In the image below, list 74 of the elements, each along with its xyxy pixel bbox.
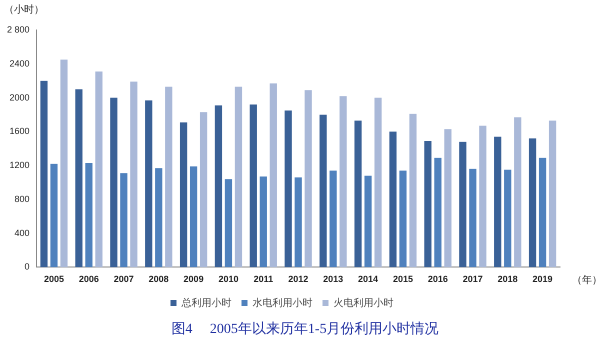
bar (469, 168, 476, 268)
legend-label: 总利用小时 (180, 296, 232, 309)
bar (130, 82, 138, 268)
bar (304, 90, 312, 268)
bar (479, 126, 486, 268)
y-tick-label: 1200 (9, 160, 30, 170)
x-axis-title: （年） (572, 274, 602, 286)
x-tick-label: 2018 (498, 274, 518, 284)
bar (165, 86, 172, 268)
bar (364, 176, 372, 268)
bar (284, 110, 292, 268)
bar (234, 86, 242, 268)
x-tick-label: 2013 (323, 274, 344, 284)
x-tick-label: 2009 (184, 274, 204, 284)
x-tick-label: 2006 (78, 274, 99, 284)
y-tick-label: 400 (14, 228, 30, 238)
x-tick-label: 2011 (254, 274, 274, 284)
bar (330, 170, 337, 268)
bar (434, 158, 442, 268)
bar (528, 138, 536, 268)
x-tick-label: 2016 (428, 274, 448, 284)
bar (424, 140, 432, 268)
bar (294, 177, 302, 268)
y-tick-label: 2 800 (6, 24, 30, 34)
bar (60, 60, 68, 268)
x-tick-label: 2008 (148, 274, 169, 284)
bar (504, 170, 512, 268)
bar (95, 72, 102, 268)
bar (270, 83, 277, 268)
y-tick-label: 2400 (9, 58, 30, 68)
bar (200, 112, 208, 268)
x-tick-label: 2007 (114, 274, 134, 284)
bar (260, 176, 267, 268)
bar (444, 129, 452, 268)
bar (224, 179, 232, 268)
bar (214, 105, 222, 268)
bar (459, 142, 466, 268)
bar (40, 80, 48, 268)
x-tick-label: 2012 (288, 274, 308, 284)
bar (494, 136, 502, 268)
bar (190, 166, 198, 268)
y-tick-label: 2000 (9, 92, 30, 102)
bar (110, 98, 118, 268)
bar (340, 96, 347, 268)
x-tick-label: 2005 (44, 274, 64, 284)
bar (548, 120, 556, 268)
bar (50, 164, 58, 268)
x-tick-label: 2015 (392, 274, 413, 284)
bar (85, 163, 92, 268)
x-tick-label: 2019 (532, 274, 553, 284)
x-tick-label: 2017 (462, 274, 483, 284)
x-tick-label: 2014 (358, 274, 378, 284)
bar (145, 100, 152, 268)
text: 图4 2005年以来历年1-5月份利用小时情况 (170, 320, 440, 338)
bar (180, 122, 188, 268)
bar (250, 104, 257, 268)
y-tick-label: 800 (14, 194, 30, 204)
bar (399, 170, 407, 268)
bar (514, 117, 522, 268)
legend-label: 火电利用小时 (334, 296, 394, 309)
bar (120, 173, 128, 268)
bar (409, 114, 417, 268)
bar (374, 98, 382, 268)
y-tick-label: 0 (24, 262, 30, 272)
y-axis-title: （小时） (4, 4, 44, 16)
bar (320, 114, 327, 268)
bar (389, 132, 397, 268)
bar (354, 120, 362, 268)
bar (75, 89, 82, 268)
bar (155, 168, 162, 268)
bar (538, 158, 546, 268)
y-tick-label: 1600 (9, 126, 30, 136)
x-tick-label: 2010 (218, 274, 238, 284)
legend-label: 水电利用小时 (252, 296, 312, 309)
